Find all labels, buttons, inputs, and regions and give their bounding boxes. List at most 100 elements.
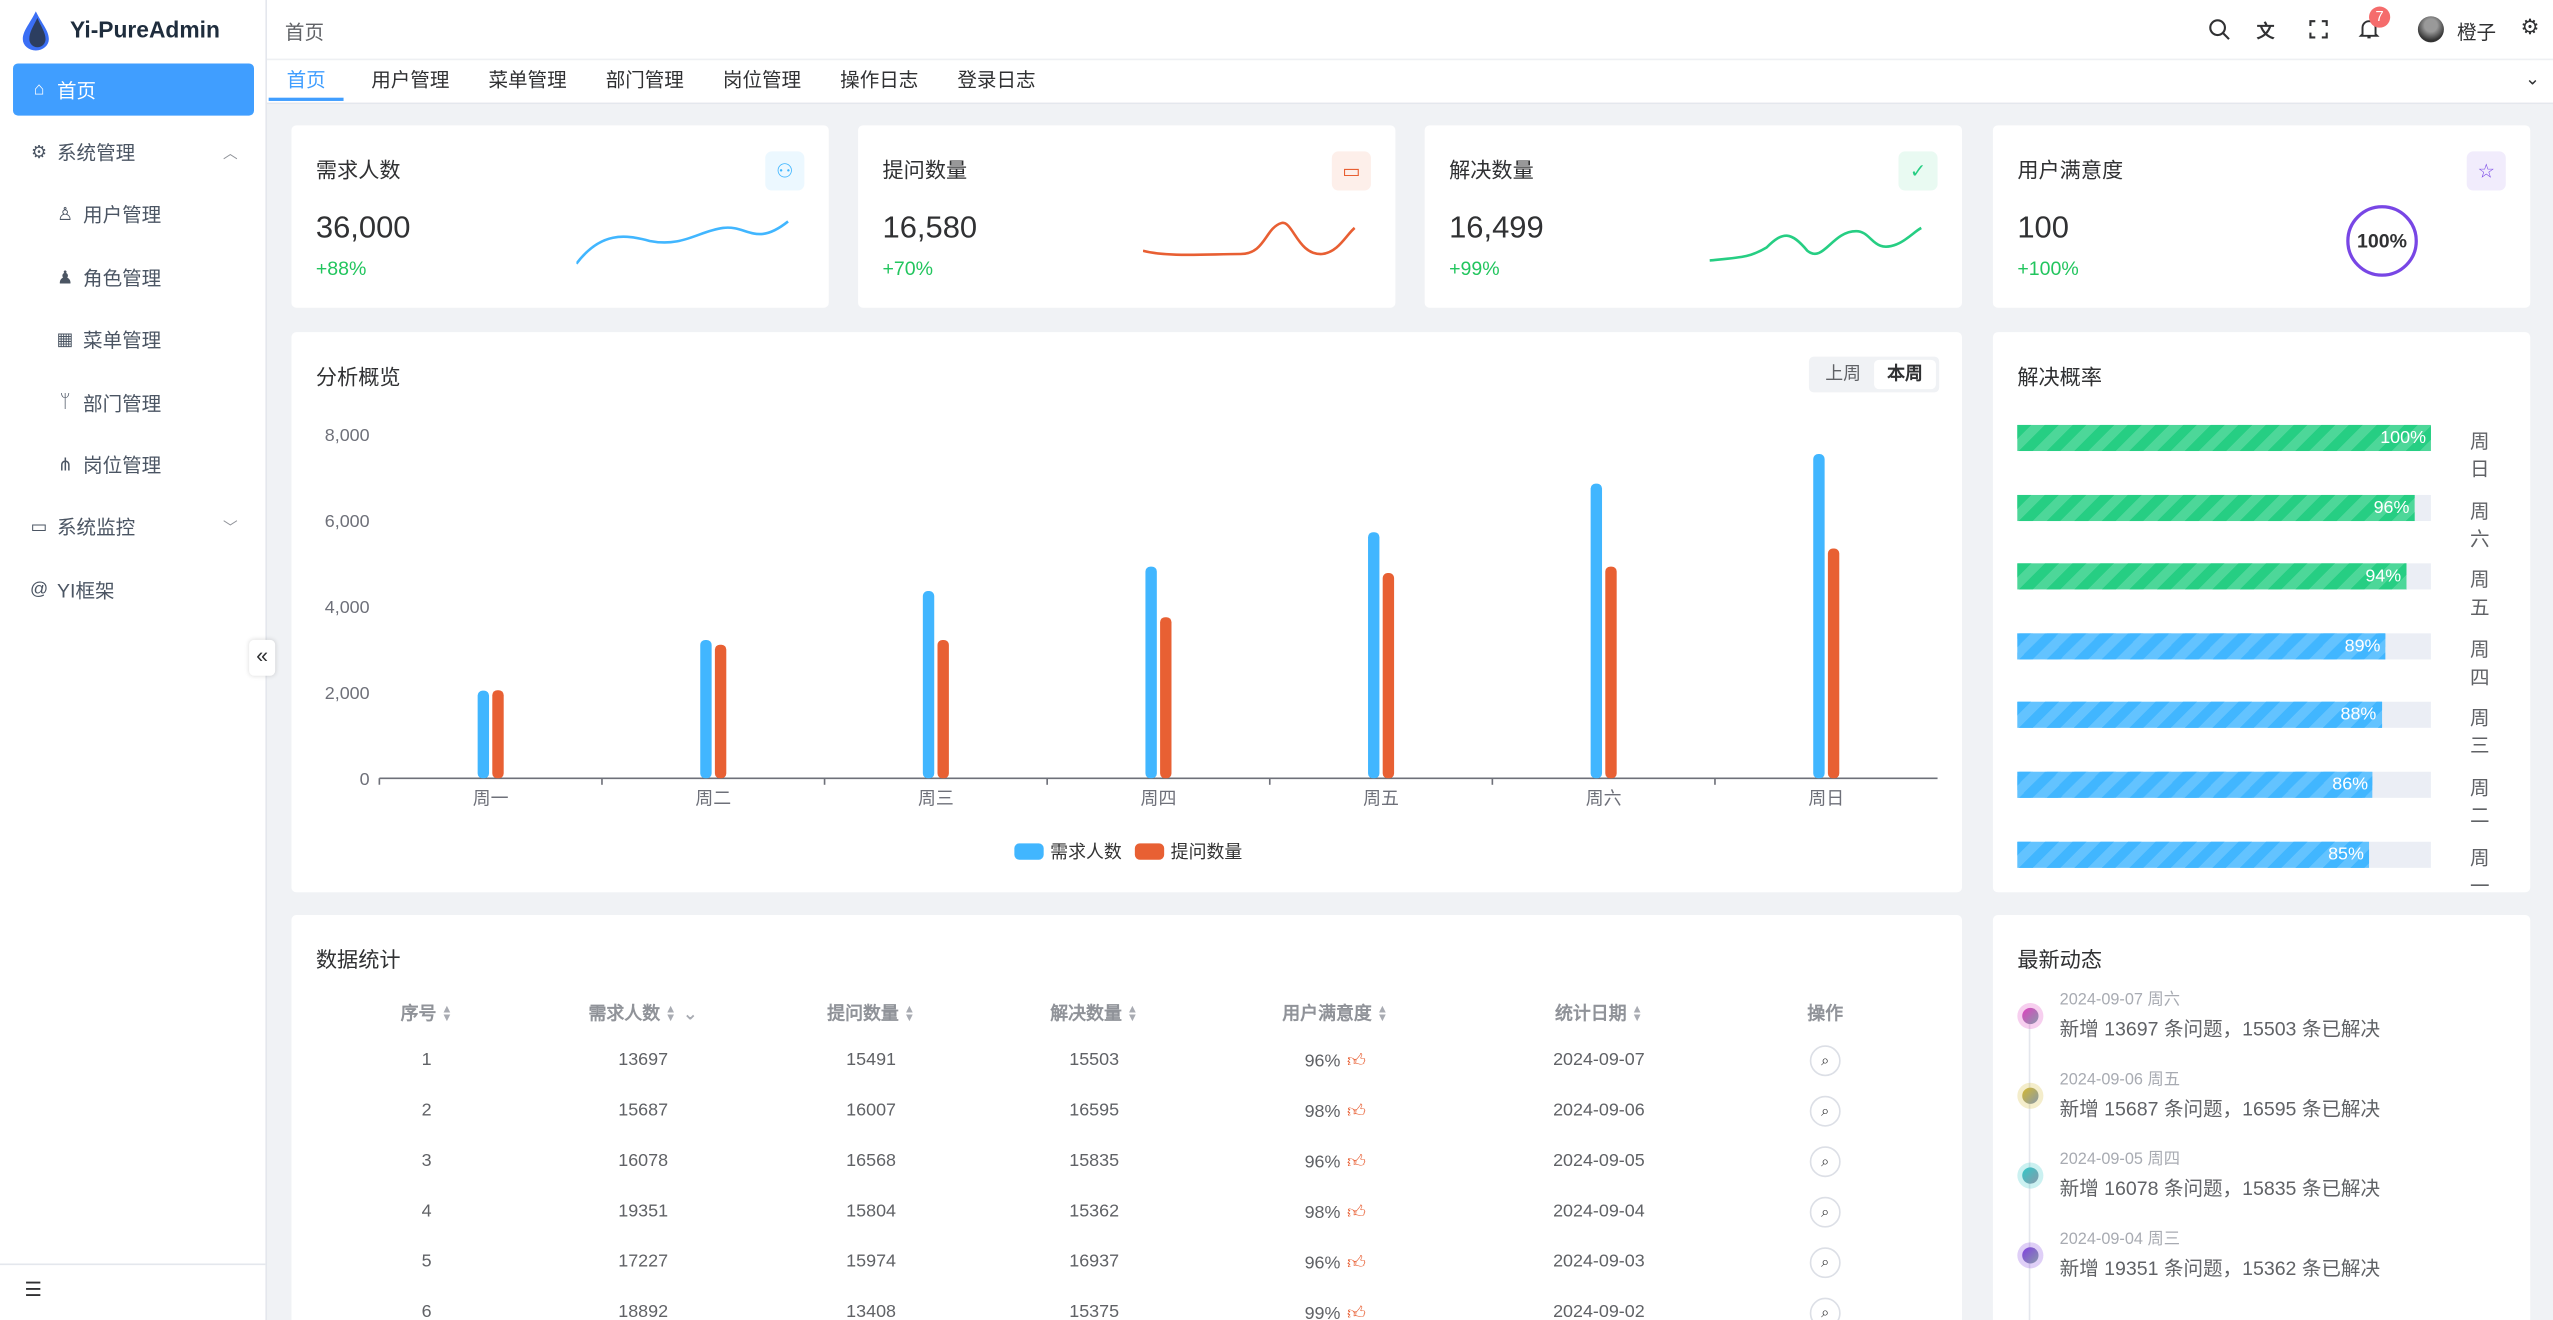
view-detail-button[interactable]: ⌕ <box>1809 1297 1841 1320</box>
sidebar-item-1[interactable]: ⚙ 系统管理 ︿ <box>13 125 254 177</box>
sort-icon[interactable]: ▲ ▼ <box>1126 1004 1139 1025</box>
sidebar-item-6[interactable]: ⋔ 岗位管理 <box>13 438 254 490</box>
view-detail-button[interactable]: ⌕ <box>1809 1045 1841 1077</box>
tab-0[interactable]: 首页 <box>268 60 344 101</box>
view-detail-button[interactable]: ⌕ <box>1809 1247 1841 1279</box>
table-cell: 4 <box>421 1201 432 1222</box>
sidebar-item-0[interactable]: ⌂ 首页 <box>13 63 254 116</box>
settings-gear-icon[interactable]: ⚙ <box>2520 14 2540 40</box>
bar-需求人数-周一[interactable] <box>477 690 490 779</box>
column-header-5[interactable]: 统计日期 ▲ ▼ <box>1554 1004 1643 1025</box>
tab-2[interactable]: 菜单管理 <box>488 68 567 92</box>
column-header-0[interactable]: 序号 ▲ ▼ <box>400 1004 453 1025</box>
username[interactable]: 橙子 <box>2456 21 2497 44</box>
column-header-4[interactable]: 用户满意度 ▲ ▼ <box>1282 1004 1388 1025</box>
timeline-date: 2024-09-07 周六 <box>2059 991 2181 1010</box>
satisfaction-ring: 100% <box>2346 205 2418 277</box>
progress-day: 周三 <box>2469 707 2490 758</box>
table-cell: 96% 👍︎ <box>1304 1152 1366 1173</box>
x-tick-label: 周三 <box>918 788 954 808</box>
sidebar-item-label: 系统管理 <box>56 140 136 164</box>
column-header-2[interactable]: 提问数量 ▲ ▼ <box>827 1004 915 1025</box>
sidebar-item-3[interactable]: ♟ 角色管理 <box>13 251 254 303</box>
last-week-option[interactable]: 上周 <box>1825 364 1862 385</box>
sidebar-item-2[interactable]: ♙ 用户管理 <box>13 187 254 239</box>
table-cell: 15804 <box>846 1201 896 1222</box>
check-icon: ✓ <box>1898 151 1938 191</box>
bar-需求人数-周二[interactable] <box>700 640 712 779</box>
tab-1[interactable]: 用户管理 <box>371 68 450 92</box>
legend-swatch[interactable] <box>1134 843 1165 860</box>
resolve-row: 89% 周四 <box>2017 633 2505 688</box>
timeline-dot <box>2022 1087 2039 1104</box>
stat-value: 100 <box>2017 211 2069 246</box>
bar-需求人数-周五[interactable] <box>1368 532 1380 779</box>
sort-icon[interactable]: ▲ ▼ <box>903 1004 915 1025</box>
this-week-option[interactable]: 本周 <box>1874 359 1936 390</box>
sort-icon[interactable]: ▲ ▼ <box>664 1004 677 1025</box>
sidebar-item-7[interactable]: ▭ 系统监控 ﹀ <box>13 500 254 552</box>
sort-icon[interactable]: ▲ ▼ <box>1376 1004 1388 1025</box>
fullscreen-icon[interactable] <box>2307 18 2330 41</box>
bar-提问数量-周日[interactable] <box>1827 548 1840 779</box>
view-detail-button[interactable]: ⌕ <box>1809 1095 1841 1127</box>
menu-fold-icon[interactable]: ☰ <box>24 1278 42 1301</box>
bar-需求人数-周日[interactable] <box>1813 454 1825 779</box>
bar-提问数量-周三[interactable] <box>937 640 949 779</box>
breadcrumb[interactable]: 首页 <box>284 21 325 44</box>
progress-track: 85% <box>2017 841 2431 868</box>
view-detail-button[interactable]: ⌕ <box>1809 1196 1841 1228</box>
x-tick-label: 周五 <box>1363 788 1399 808</box>
tab-6[interactable]: 登录日志 <box>957 68 1036 92</box>
sidebar-item-8[interactable]: @ YI框架 <box>13 563 254 615</box>
legend-label[interactable]: 提问数量 <box>1171 842 1243 862</box>
sidebar-item-4[interactable]: ▦ 菜单管理 <box>13 313 254 365</box>
bar-提问数量-周四[interactable] <box>1160 617 1172 779</box>
progress-fill: 96% <box>2017 494 2414 521</box>
thumbs-up-icon: 👍︎ <box>1346 1102 1366 1122</box>
translate-icon[interactable]: 文 <box>2256 22 2275 43</box>
progress-day: 周一 <box>2469 846 2490 897</box>
bar-提问数量-周二[interactable] <box>714 644 727 779</box>
tab-5[interactable]: 操作日志 <box>840 68 919 92</box>
sparkline <box>1142 221 1356 257</box>
progress-track: 94% <box>2017 563 2431 590</box>
legend-swatch[interactable] <box>1014 843 1044 860</box>
bar-需求人数-周三[interactable] <box>922 591 935 779</box>
legend-label[interactable]: 需求人数 <box>1050 842 1122 862</box>
chevron-down-icon[interactable]: ⌄ <box>2524 70 2540 90</box>
bar-提问数量-周五[interactable] <box>1382 573 1395 779</box>
stat-change: +70% <box>882 257 934 281</box>
stat-change: +88% <box>315 257 367 281</box>
sidebar-item-label: YI框架 <box>56 578 115 602</box>
bar-提问数量-周一[interactable] <box>492 690 504 779</box>
x-tick-label: 周六 <box>1586 788 1622 808</box>
stat-change: +99% <box>1449 257 1500 281</box>
search-icon[interactable] <box>2208 18 2231 41</box>
column-header-6: 操作 <box>1807 1004 1844 1025</box>
table-cell: 96% 👍︎ <box>1304 1051 1366 1072</box>
sidebar-item-label: 岗位管理 <box>83 453 162 477</box>
bar-需求人数-周六[interactable] <box>1590 483 1603 779</box>
table-cell: 2024-09-02 <box>1553 1302 1645 1320</box>
tab-3[interactable]: 部门管理 <box>605 68 684 92</box>
star-icon: ☆ <box>2466 151 2506 191</box>
bar-提问数量-周六[interactable] <box>1605 566 1617 779</box>
sort-icon[interactable]: ▲ ▼ <box>1631 1004 1643 1025</box>
progress-fill: 86% <box>2017 771 2373 798</box>
column-header-1[interactable]: 需求人数 ▲ ▼ ⌄ <box>588 1004 698 1025</box>
column-header-3[interactable]: 解决数量 ▲ ▼ <box>1050 1004 1139 1025</box>
avatar[interactable] <box>2417 16 2444 43</box>
sort-icon[interactable]: ▲ ▼ <box>441 1004 453 1025</box>
sidebar-item-5[interactable]: ᛘ 部门管理 <box>13 376 254 428</box>
timeline-date: 2024-09-04 周三 <box>2059 1230 2181 1249</box>
view-detail-button[interactable]: ⌕ <box>1809 1146 1841 1178</box>
tab-4[interactable]: 岗位管理 <box>722 68 802 92</box>
collapse-sidebar-button[interactable]: « <box>249 639 276 676</box>
table-cell: 15362 <box>1069 1201 1120 1222</box>
progress-fill: 85% <box>2017 841 2369 868</box>
bar-需求人数-周四[interactable] <box>1145 566 1157 779</box>
filter-chevron-icon[interactable]: ⌄ <box>682 1004 698 1025</box>
stat-card: 需求人数 ⚇ 36,000 +88% <box>291 125 829 308</box>
